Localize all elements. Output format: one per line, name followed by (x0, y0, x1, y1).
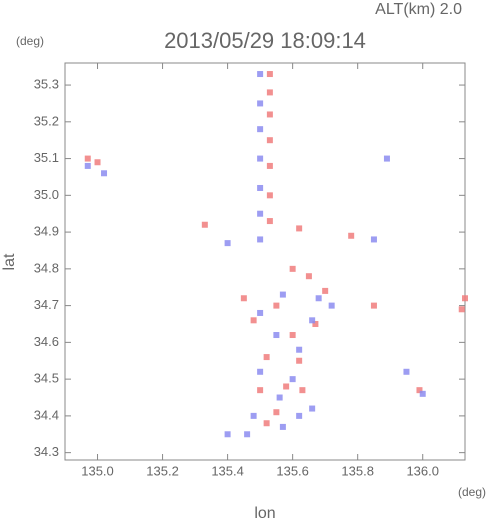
echo-point (266, 89, 273, 96)
echo-point (240, 295, 247, 302)
chart-title: 2013/05/29 18:09:14 (164, 28, 366, 53)
echo-point (266, 71, 273, 78)
echo-point (266, 137, 273, 144)
echo-point (315, 295, 322, 302)
echo-point (348, 232, 355, 239)
echo-point (305, 273, 312, 280)
echo-point (266, 192, 273, 199)
echo-point (266, 218, 273, 225)
echo-point (416, 387, 423, 394)
echo-point (296, 346, 303, 353)
echo-point (273, 302, 280, 309)
echo-point (383, 155, 390, 162)
echo-point (276, 394, 283, 401)
y-unit: (deg) (16, 34, 44, 48)
echo-point (289, 376, 296, 383)
echo-point (257, 210, 264, 217)
echo-point (296, 412, 303, 419)
echo-point (289, 332, 296, 339)
echo-point (257, 236, 264, 243)
echo-point (419, 390, 426, 397)
x-tick-label: 135.4 (211, 463, 244, 478)
x-tick-label: 135.8 (341, 463, 374, 478)
echo-point (266, 162, 273, 169)
echo-point (458, 306, 465, 313)
echo-point (257, 100, 264, 107)
echo-point (296, 357, 303, 364)
x-tick-label: 135.0 (81, 463, 114, 478)
echo-point (257, 184, 264, 191)
y-tick-label: 34.4 (34, 407, 59, 422)
echo-point (244, 431, 251, 438)
echo-point (299, 387, 306, 394)
echo-point (263, 420, 270, 427)
echo-point (257, 126, 264, 133)
y-tick-label: 34.7 (34, 297, 59, 312)
y-tick-label: 34.6 (34, 334, 59, 349)
y-tick-label: 35.2 (34, 113, 59, 128)
echo-point (289, 265, 296, 272)
y-tick-label: 35.3 (34, 76, 59, 91)
y-tick-label: 34.3 (34, 444, 59, 459)
echo-point (257, 309, 264, 316)
echo-point (279, 423, 286, 430)
echo-point (266, 111, 273, 118)
echo-point (224, 431, 231, 438)
echo-point (257, 387, 264, 394)
y-tick-label: 34.9 (34, 224, 59, 239)
echo-point (84, 162, 91, 169)
echo-point (224, 240, 231, 247)
echo-point (279, 291, 286, 298)
x-tick-label: 135.6 (276, 463, 309, 478)
altitude: ALT(km) 2.0 (375, 1, 462, 18)
echo-point (328, 302, 335, 309)
y-axis-label: lat (1, 253, 18, 270)
echo-point (201, 221, 208, 228)
echo-point (273, 409, 280, 416)
echo-point (257, 368, 264, 375)
echo-point (263, 354, 270, 361)
echo-point (101, 170, 108, 177)
echo-point (84, 155, 91, 162)
x-tick-label: 135.2 (146, 463, 179, 478)
echo-point (283, 383, 290, 390)
echo-point (309, 317, 316, 324)
plot-frame (64, 62, 466, 461)
x-unit: (deg) (458, 485, 486, 499)
echo-point (403, 368, 410, 375)
echo-point (309, 405, 316, 412)
echo-point (257, 71, 264, 78)
echo-point (94, 159, 101, 166)
y-tick-label: 35.0 (34, 187, 59, 202)
y-tick-label: 34.5 (34, 371, 59, 386)
echo-point (462, 295, 468, 302)
echo-point (250, 412, 257, 419)
echo-point (322, 287, 329, 294)
echo-point (312, 320, 319, 327)
y-tick-label: 35.1 (34, 150, 59, 165)
echo-point (370, 302, 377, 309)
echo-point (257, 155, 264, 162)
x-tick-label: 136.0 (406, 463, 439, 478)
y-tick-label: 34.8 (34, 260, 59, 275)
x-axis-label: lon (254, 505, 275, 521)
echo-point (296, 225, 303, 232)
echo-point (370, 236, 377, 243)
echo-point (273, 332, 280, 339)
echo-point (250, 317, 257, 324)
